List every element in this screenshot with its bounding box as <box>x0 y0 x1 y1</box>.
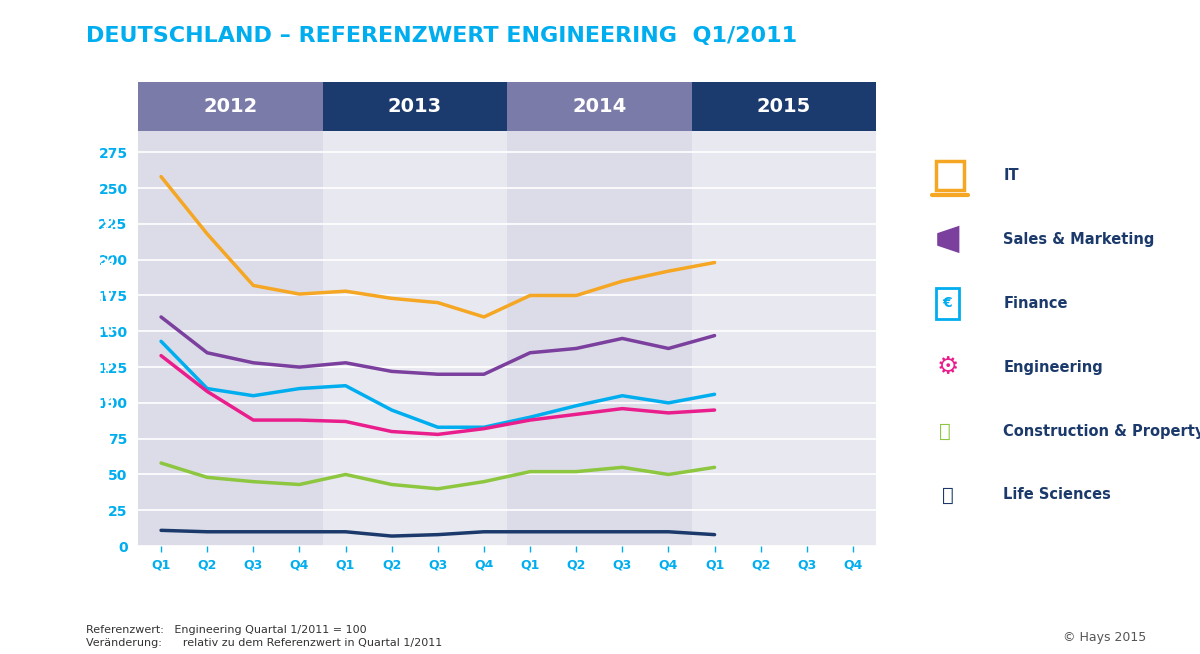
FancyBboxPatch shape <box>936 288 959 319</box>
Text: IT: IT <box>1003 168 1019 183</box>
Text: Construction & Property: Construction & Property <box>1003 424 1200 439</box>
Text: 🧪: 🧪 <box>942 485 953 504</box>
Text: DEUTSCHLAND – REFERENZWERT ENGINEERING  Q1/2011: DEUTSCHLAND – REFERENZWERT ENGINEERING Q… <box>86 26 798 46</box>
Bar <box>691 82 876 131</box>
Text: Nachfrage an Fachkräften: Nachfrage an Fachkräften <box>102 202 116 426</box>
Text: Life Sciences: Life Sciences <box>1003 487 1111 502</box>
Text: 2015: 2015 <box>757 97 811 116</box>
Text: Zeitraum: Zeitraum <box>464 567 550 585</box>
Text: ⚙: ⚙ <box>936 355 959 379</box>
Text: Engineering: Engineering <box>1003 360 1103 375</box>
Bar <box>508 82 691 131</box>
Text: 2012: 2012 <box>203 97 257 116</box>
Polygon shape <box>937 226 959 253</box>
Text: Finance: Finance <box>1003 296 1068 311</box>
Bar <box>508 131 691 546</box>
Bar <box>138 131 323 546</box>
Text: Sales & Marketing: Sales & Marketing <box>1003 232 1154 247</box>
FancyBboxPatch shape <box>936 161 964 190</box>
Bar <box>691 131 876 546</box>
Bar <box>138 82 323 131</box>
Text: 🔧: 🔧 <box>940 422 950 441</box>
Text: Referenzwert:   Engineering Quartal 1/2011 = 100: Referenzwert: Engineering Quartal 1/2011… <box>86 625 367 634</box>
Bar <box>323 131 508 546</box>
Text: 2014: 2014 <box>572 97 626 116</box>
Text: © Hays 2015: © Hays 2015 <box>1063 631 1146 644</box>
Text: 2013: 2013 <box>388 97 442 116</box>
Text: Veränderung:      relativ zu dem Referenzwert in Quartal 1/2011: Veränderung: relativ zu dem Referenzwert… <box>86 638 443 647</box>
Text: €: € <box>943 296 953 310</box>
Bar <box>323 82 508 131</box>
